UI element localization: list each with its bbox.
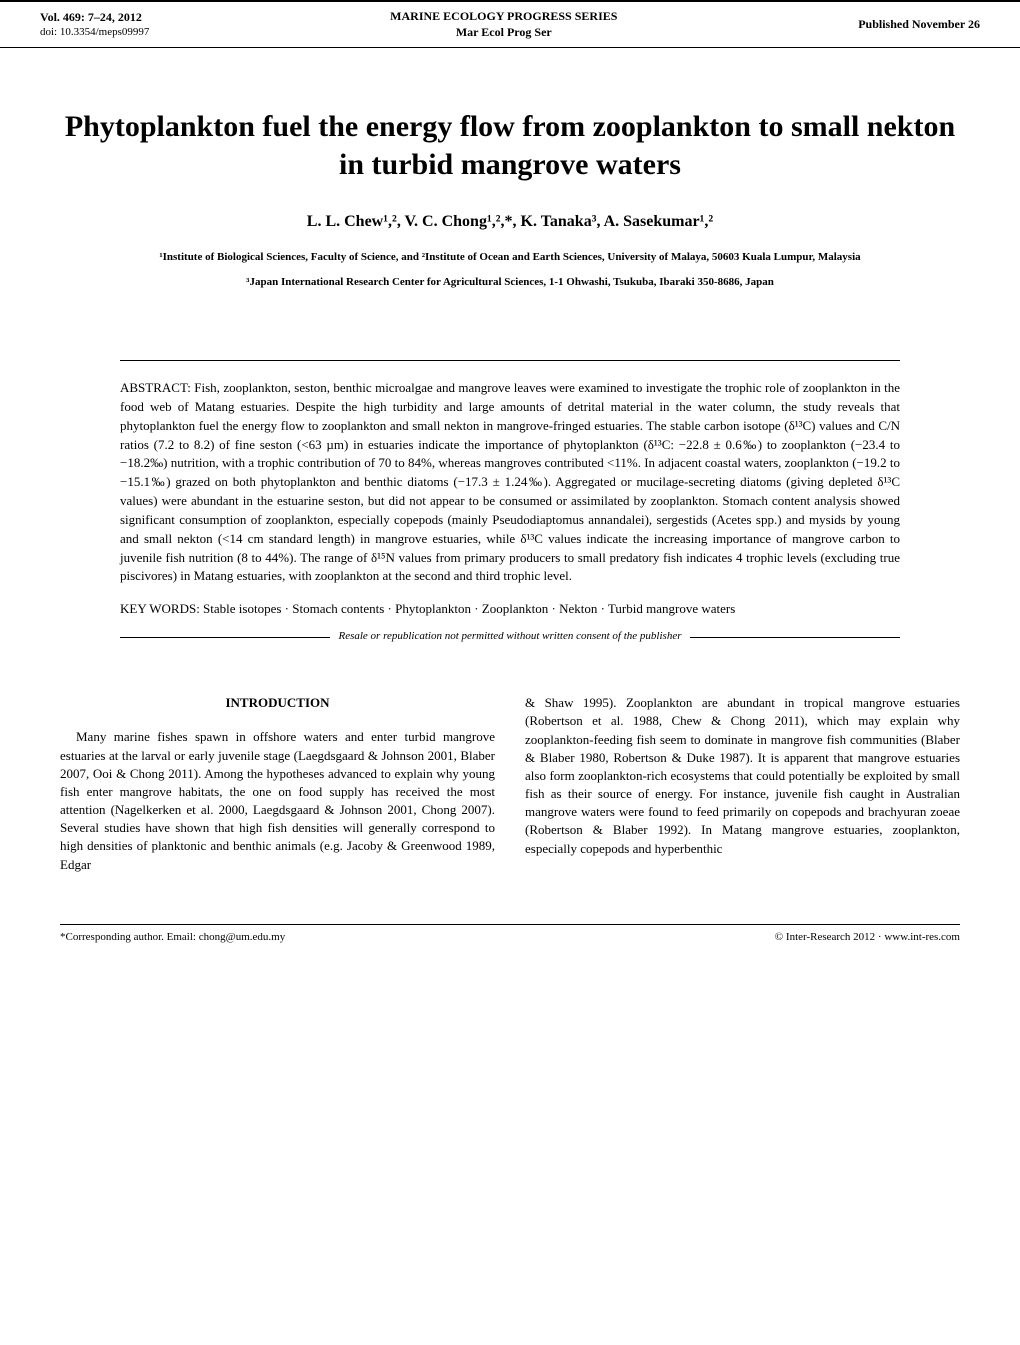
header-center: MARINE ECOLOGY PROGRESS SERIES Mar Ecol … [390,9,617,40]
page-footer: *Corresponding author. Email: chong@um.e… [60,924,960,943]
journal-full-name: MARINE ECOLOGY PROGRESS SERIES [390,9,617,25]
abstract-section: ABSTRACT: Fish, zooplankton, seston, ben… [120,360,900,619]
publication-date: Published November 26 [858,17,980,32]
affiliation-2: ³Japan International Research Center for… [60,274,960,291]
copyright-line: © Inter-Research 2012 · www.int-res.com [775,931,960,943]
title-block: Phytoplankton fuel the energy flow from … [0,108,1020,290]
introduction-heading: INTRODUCTION [60,694,495,712]
authors-line: L. L. Chew¹,², V. C. Chong¹,²,*, K. Tana… [60,213,960,231]
doi-line: doi: 10.3354/meps09997 [40,25,149,39]
affiliation-1: ¹Institute of Biological Sciences, Facul… [60,249,960,266]
header-left: Vol. 469: 7–24, 2012 doi: 10.3354/meps09… [40,10,149,40]
journal-header-bar: Vol. 469: 7–24, 2012 doi: 10.3354/meps09… [0,0,1020,48]
volume-line: Vol. 469: 7–24, 2012 [40,10,149,26]
intro-para-left: Many marine fishes spawn in offshore wat… [60,728,495,874]
intro-para-right: & Shaw 1995). Zooplankton are abundant i… [525,694,960,858]
article-title: Phytoplankton fuel the energy flow from … [60,108,960,183]
left-column: INTRODUCTION Many marine fishes spawn in… [60,694,495,874]
abstract-text: ABSTRACT: Fish, zooplankton, seston, ben… [120,379,900,586]
resale-text: Resale or republication not permitted wi… [330,630,689,642]
corresponding-author: *Corresponding author. Email: chong@um.e… [60,931,285,943]
keywords-line: KEY WORDS: Stable isotopes · Stomach con… [120,600,900,619]
right-column: & Shaw 1995). Zooplankton are abundant i… [525,694,960,874]
resale-divider: Resale or republication not permitted wi… [120,637,900,654]
journal-abbrev: Mar Ecol Prog Ser [390,25,617,41]
body-columns: INTRODUCTION Many marine fishes spawn in… [60,694,960,874]
